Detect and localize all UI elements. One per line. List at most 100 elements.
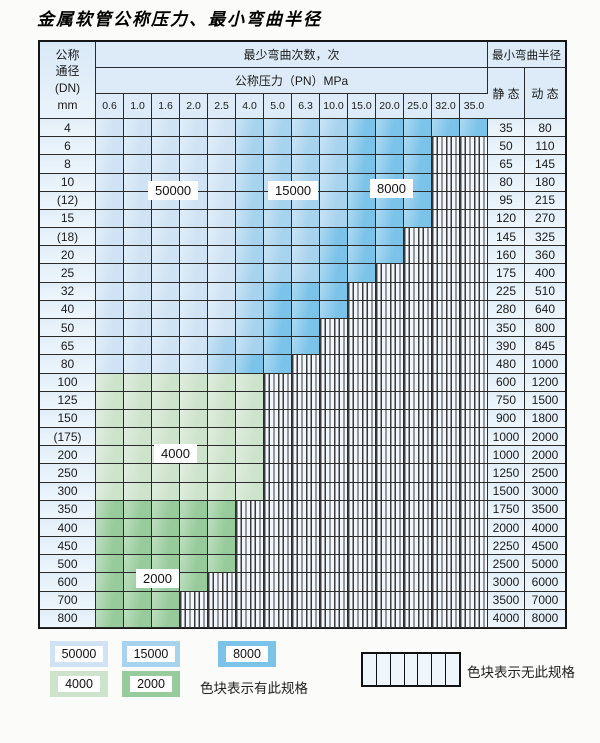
no-spec-cell [376, 446, 404, 465]
zone-cell [124, 428, 152, 447]
dynamic-value-cell: 1000 [525, 355, 565, 374]
static-value-cell: 50 [488, 137, 525, 156]
zone-cell [180, 246, 208, 265]
no-spec-cell [432, 300, 460, 319]
zone-cell [236, 209, 264, 229]
radius-header: 最小弯曲半径 [488, 42, 565, 68]
zone-cell [152, 209, 180, 229]
pressure-col-header: 4.0 [236, 94, 264, 118]
zone-cell [320, 246, 348, 265]
dn-header-line: 公称 [55, 47, 80, 62]
zone-cell [96, 500, 124, 519]
no-spec-cell [348, 518, 376, 538]
zone-cell [180, 391, 208, 410]
zone-label: 4000 [154, 444, 197, 463]
no-spec-cell [320, 446, 348, 465]
no-spec-cell [208, 591, 236, 610]
legend-no-spec-stripe [432, 654, 447, 685]
no-spec-cell [404, 355, 432, 374]
no-spec-cell [264, 373, 292, 392]
dn-cell: 8 [40, 155, 96, 174]
zone-cell [208, 373, 236, 392]
no-spec-cell [348, 500, 376, 519]
no-spec-cell [376, 409, 404, 429]
no-spec-cell [404, 609, 432, 628]
static-value-cell: 2000 [488, 518, 525, 538]
no-spec-cell [348, 428, 376, 447]
dn-cell: (18) [40, 228, 96, 247]
zone-cell [96, 318, 124, 338]
no-spec-cell [236, 609, 264, 628]
no-spec-cell [460, 464, 488, 483]
no-spec-cell [348, 446, 376, 465]
zone-cell [208, 209, 236, 229]
dn-cell: 700 [40, 591, 96, 610]
no-spec-cell [292, 373, 320, 392]
zone-cell [236, 482, 264, 501]
no-spec-cell [376, 482, 404, 501]
legend-swatch: 8000 [218, 641, 276, 667]
legend-no-spec-stripe [446, 654, 459, 685]
zone-cell [152, 137, 180, 156]
no-spec-cell [432, 391, 460, 410]
zone-cell [180, 119, 208, 138]
no-spec-cell [320, 337, 348, 356]
no-spec-cell [404, 591, 432, 610]
pressure-col-header: 5.0 [264, 94, 292, 118]
zone-cell [180, 373, 208, 392]
zone-cell [96, 155, 124, 174]
no-spec-cell [460, 518, 488, 538]
dynamic-value-cell: 2000 [525, 446, 565, 465]
zone-cell [96, 209, 124, 229]
no-spec-cell [236, 518, 264, 538]
no-spec-cell [376, 555, 404, 574]
zone-cell [124, 500, 152, 519]
dynamic-value-cell: 360 [525, 246, 565, 265]
zone-cell [460, 119, 488, 138]
static-value-cell: 175 [488, 264, 525, 283]
zone-cell [320, 282, 348, 301]
zone-cell [124, 482, 152, 501]
no-spec-cell [404, 228, 432, 247]
no-spec-cell [292, 591, 320, 610]
no-spec-cell [236, 573, 264, 592]
no-spec-cell [292, 609, 320, 628]
no-spec-cell [404, 428, 432, 447]
no-spec-cell [432, 591, 460, 610]
dn-cell: 100 [40, 373, 96, 392]
zone-cell [152, 119, 180, 138]
static-value-cell: 390 [488, 337, 525, 356]
pressure-col-header: 32.0 [432, 94, 460, 118]
no-spec-cell [376, 464, 404, 483]
zone-cell [264, 209, 292, 229]
no-spec-cell [292, 555, 320, 574]
pressure-col-header: 1.6 [152, 94, 180, 118]
no-spec-cell [432, 282, 460, 301]
zone-label: 15000 [268, 181, 319, 200]
no-spec-cell [376, 391, 404, 410]
legend-swatch-label: 15000 [126, 646, 176, 662]
no-spec-cell [264, 573, 292, 592]
zone-cell [208, 137, 236, 156]
zone-cell [320, 119, 348, 138]
no-spec-cell [432, 191, 460, 210]
no-spec-cell [460, 300, 488, 319]
no-spec-cell [432, 246, 460, 265]
no-spec-cell [180, 609, 208, 628]
dn-cell: 150 [40, 409, 96, 429]
dynamic-value-cell: 5000 [525, 555, 565, 574]
dynamic-value-cell: 800 [525, 318, 565, 338]
zone-cell [96, 355, 124, 374]
no-spec-cell [376, 591, 404, 610]
no-spec-cell [348, 591, 376, 610]
no-spec-cell [460, 573, 488, 592]
dynamic-value-cell: 2000 [525, 428, 565, 447]
zone-cell [208, 264, 236, 283]
zone-cell [236, 300, 264, 319]
zone-cell [124, 355, 152, 374]
no-spec-cell [460, 318, 488, 338]
legend-swatch: 50000 [50, 641, 108, 667]
bend-cycles-header: 最少弯曲次数，次 [96, 42, 488, 68]
zone-cell [152, 409, 180, 429]
dynamic-value-cell: 1800 [525, 409, 565, 429]
